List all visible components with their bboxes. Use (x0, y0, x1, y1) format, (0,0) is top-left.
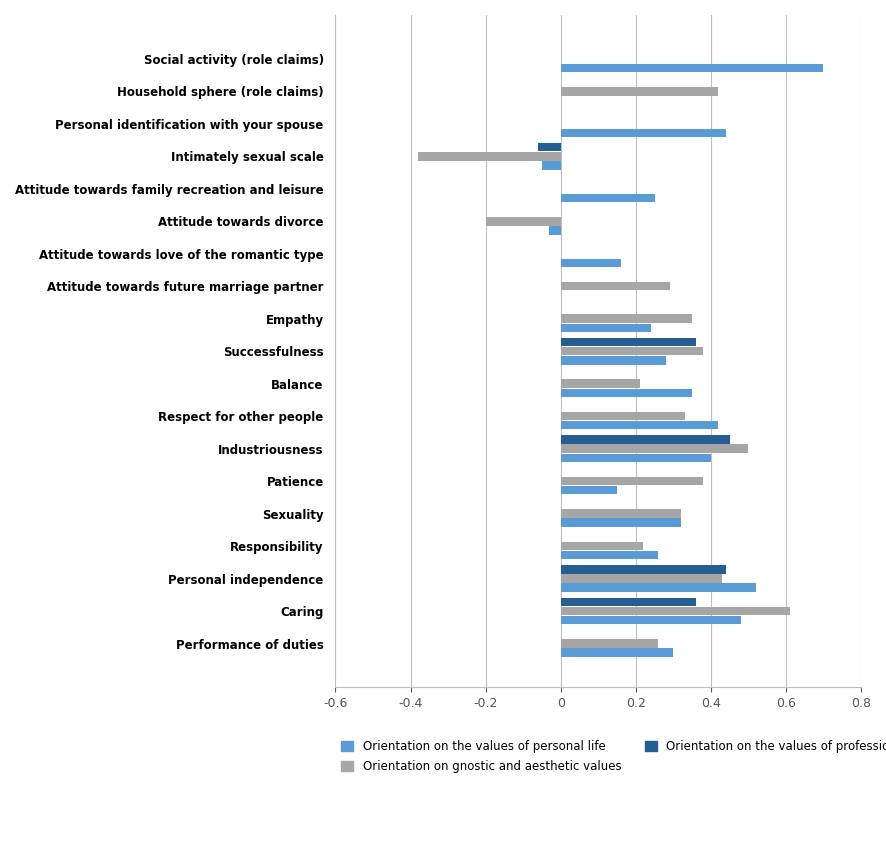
Bar (561, 64, 823, 72)
Bar (549, 226, 561, 235)
Bar (486, 217, 561, 225)
Bar (561, 649, 673, 656)
Bar (561, 347, 703, 355)
Bar (561, 574, 722, 583)
Bar (561, 454, 711, 462)
Bar (561, 379, 640, 388)
Bar (561, 314, 692, 323)
Bar (561, 436, 729, 443)
Bar (561, 282, 670, 290)
Bar (561, 444, 749, 453)
Bar (561, 616, 741, 624)
Bar (561, 129, 726, 137)
Bar (561, 565, 726, 573)
Bar (561, 584, 756, 591)
Bar (561, 509, 680, 518)
Bar (561, 412, 685, 420)
Bar (561, 356, 665, 365)
Bar (561, 259, 621, 267)
Bar (538, 143, 561, 152)
Bar (561, 519, 680, 527)
Bar (418, 152, 561, 160)
Bar (561, 607, 789, 615)
Bar (561, 639, 658, 648)
Legend: Orientation on the values of personal life, Orientation on gnostic and aesthetic: Orientation on the values of personal li… (341, 740, 886, 773)
Bar (561, 551, 658, 559)
Bar (561, 338, 696, 346)
Bar (561, 421, 719, 430)
Bar (561, 486, 617, 494)
Bar (561, 87, 719, 95)
Bar (542, 161, 561, 170)
Bar (561, 324, 651, 332)
Bar (561, 389, 692, 397)
Bar (561, 194, 655, 202)
Bar (561, 598, 696, 606)
Bar (561, 477, 703, 485)
Bar (561, 542, 643, 550)
